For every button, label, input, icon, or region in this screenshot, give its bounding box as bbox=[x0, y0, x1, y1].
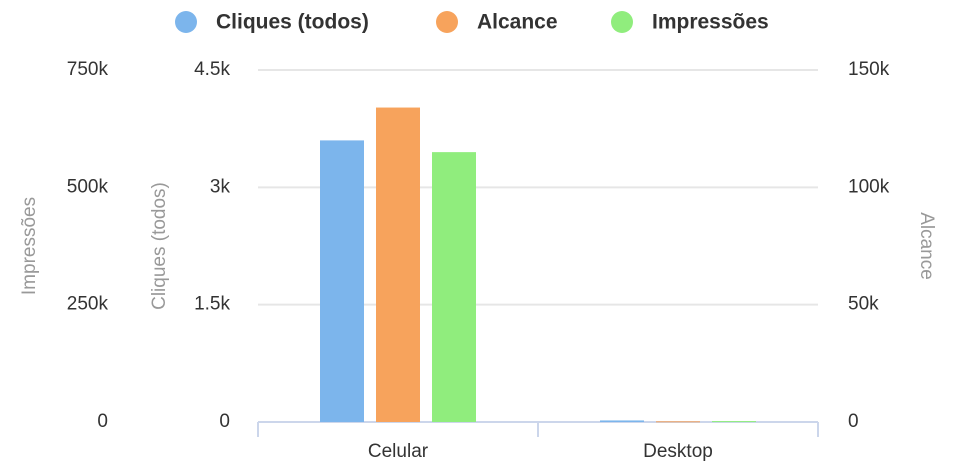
y3-tick-label: 500k bbox=[67, 176, 109, 197]
legend-label: Alcance bbox=[477, 11, 558, 34]
legend-swatch bbox=[611, 11, 633, 33]
y-tick-label: 0 bbox=[219, 411, 230, 432]
y3-axis-title: Impressões bbox=[19, 197, 40, 295]
y2-tick-label: 0 bbox=[848, 411, 859, 432]
y3-tick-label: 250k bbox=[67, 294, 109, 315]
y2-tick-label: 150k bbox=[848, 59, 890, 80]
bar bbox=[376, 107, 420, 423]
bar bbox=[712, 421, 756, 423]
x-tick-label: Desktop bbox=[643, 441, 713, 462]
y-axis-title: Cliques (todos) bbox=[149, 182, 170, 310]
legend-swatch bbox=[175, 11, 197, 33]
y-tick-label: 4.5k bbox=[194, 59, 230, 80]
bar bbox=[320, 140, 364, 422]
y2-tick-label: 100k bbox=[848, 176, 890, 197]
y2-axis-title: Alcance bbox=[916, 212, 937, 280]
bar bbox=[432, 152, 476, 422]
y3-tick-label: 0 bbox=[97, 411, 108, 432]
legend-swatch bbox=[436, 11, 458, 33]
legend-label: Impressões bbox=[652, 11, 769, 34]
y3-tick-label: 750k bbox=[67, 59, 109, 80]
y-tick-label: 3k bbox=[210, 176, 231, 197]
y-tick-label: 1.5k bbox=[194, 294, 230, 315]
legend-label: Cliques (todos) bbox=[216, 11, 369, 34]
y2-tick-label: 50k bbox=[848, 294, 879, 315]
bar bbox=[600, 420, 644, 422]
bar bbox=[656, 421, 700, 423]
x-tick-label: Celular bbox=[368, 441, 429, 462]
